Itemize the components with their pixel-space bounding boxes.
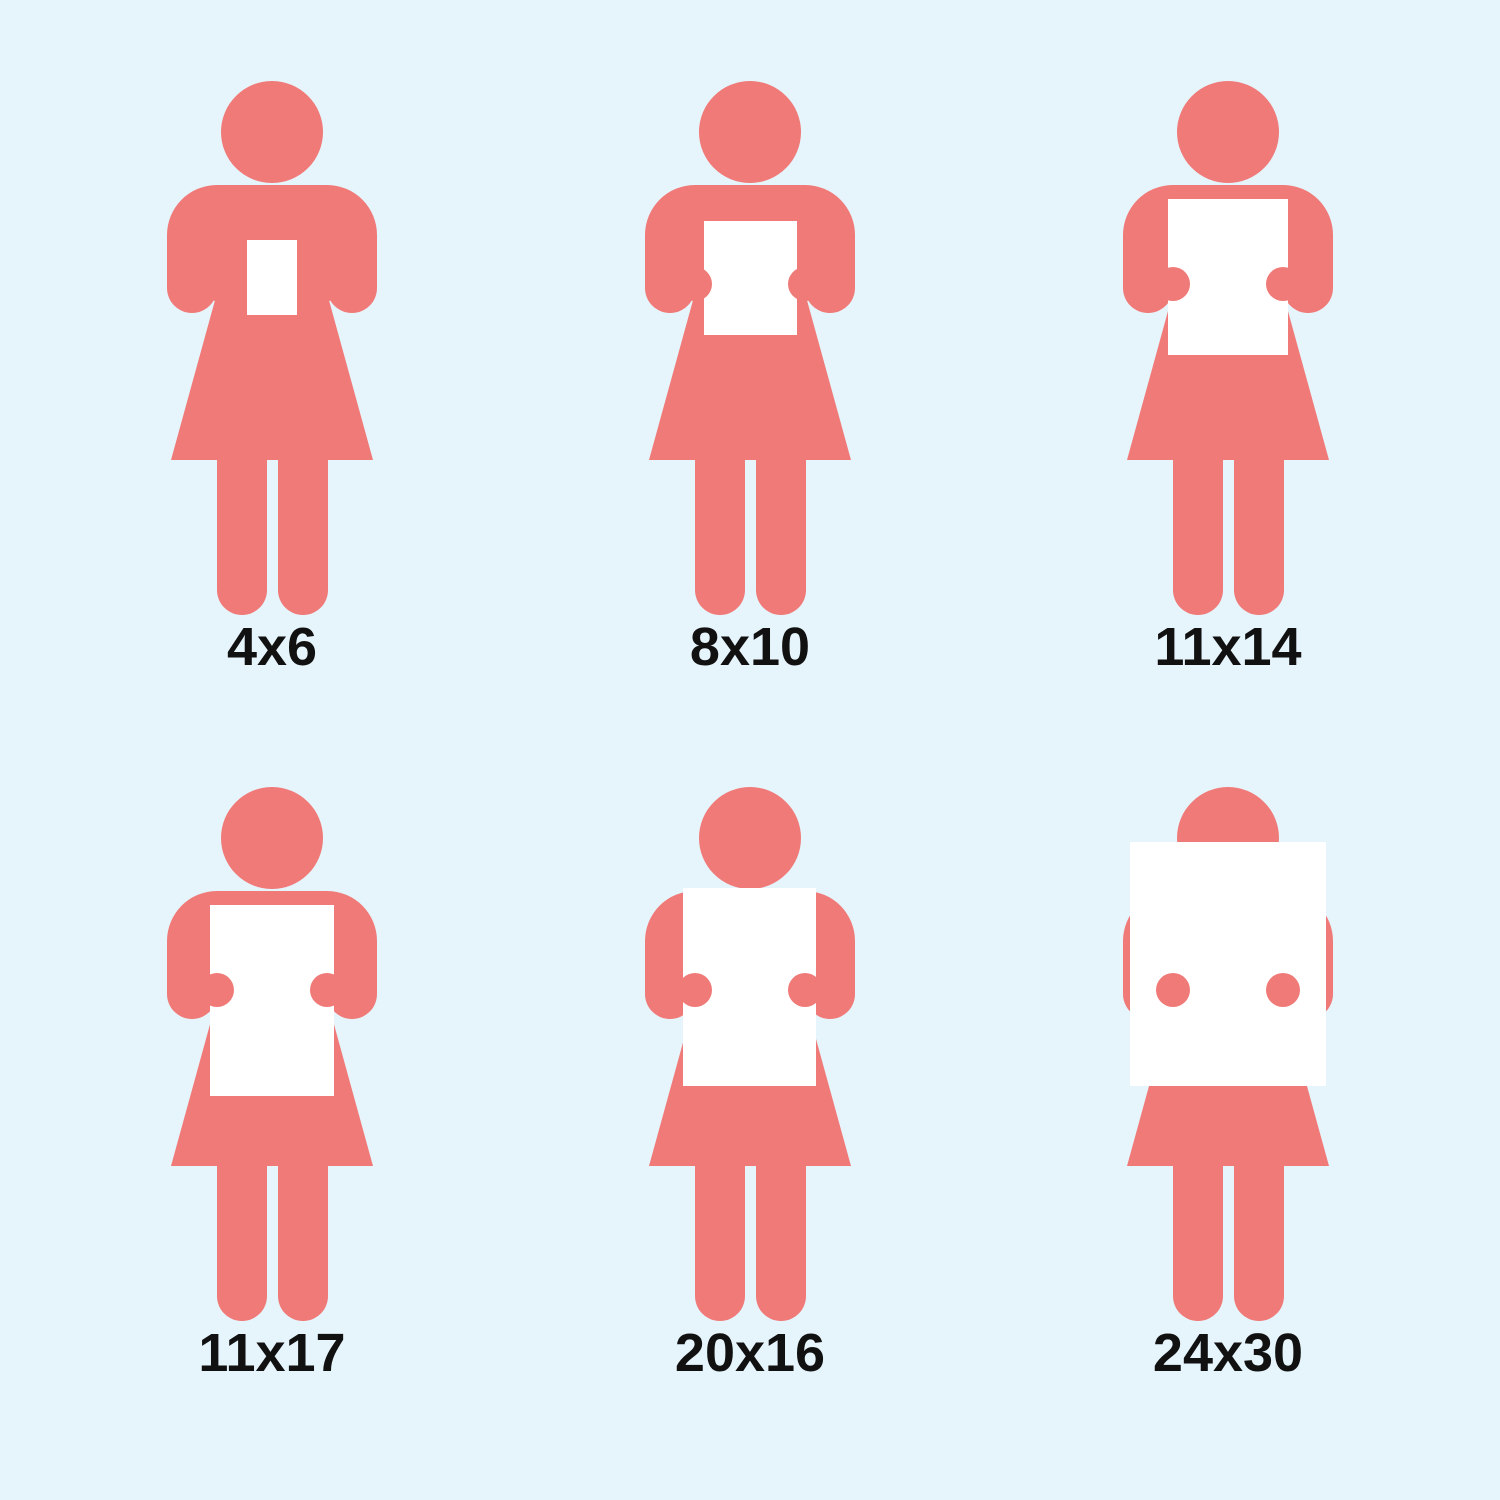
woman-figure-icon	[1123, 787, 1333, 1321]
head	[1177, 81, 1279, 183]
right-hand	[788, 973, 822, 1007]
size-label: 8x10	[689, 617, 811, 677]
left-leg	[1173, 1157, 1223, 1321]
right-hand	[1266, 267, 1300, 301]
left-hand	[1156, 973, 1190, 1007]
right-hand	[310, 267, 344, 301]
left-hand	[200, 973, 234, 1007]
right-hand	[1266, 973, 1300, 1007]
woman-figure-icon	[167, 81, 377, 615]
left-leg	[695, 1157, 745, 1321]
left-leg	[217, 451, 267, 615]
size-label: 11x14	[1154, 617, 1302, 677]
woman-figure-icon	[645, 787, 855, 1321]
size-label: 11x17	[198, 1323, 346, 1383]
print-size-item: 11x17	[72, 767, 472, 1427]
left-hand	[1156, 267, 1190, 301]
print-paper	[210, 905, 334, 1096]
print-size-item: 8x10	[550, 61, 950, 721]
skirt	[171, 293, 373, 460]
woman-figure-icon	[167, 787, 377, 1321]
right-hand	[310, 973, 344, 1007]
head	[221, 81, 323, 183]
left-leg	[695, 451, 745, 615]
print-size-item: 20x16	[550, 767, 950, 1427]
print-paper	[247, 240, 297, 315]
print-paper	[704, 221, 797, 335]
print-size-item: 24x30	[1028, 767, 1428, 1427]
right-hand	[788, 267, 822, 301]
head	[221, 787, 323, 889]
right-leg	[756, 1157, 806, 1321]
left-leg	[1173, 451, 1223, 615]
size-label: 4x6	[226, 617, 318, 677]
head	[699, 81, 801, 183]
woman-figure-icon	[645, 81, 855, 615]
right-leg	[1234, 451, 1284, 615]
left-leg	[217, 1157, 267, 1321]
right-leg	[278, 1157, 328, 1321]
left-hand	[678, 973, 712, 1007]
size-label: 24x30	[1152, 1323, 1304, 1383]
print-paper	[1130, 842, 1326, 1086]
head	[699, 787, 801, 889]
size-label: 20x16	[674, 1323, 826, 1383]
right-leg	[278, 451, 328, 615]
woman-figure-icon	[1123, 81, 1333, 615]
right-leg	[1234, 1157, 1284, 1321]
left-hand	[678, 267, 712, 301]
print-size-item: 11x14	[1028, 61, 1428, 721]
print-size-item: 4x6	[72, 61, 472, 721]
skirt	[649, 293, 851, 460]
right-leg	[756, 451, 806, 615]
left-hand	[200, 267, 234, 301]
